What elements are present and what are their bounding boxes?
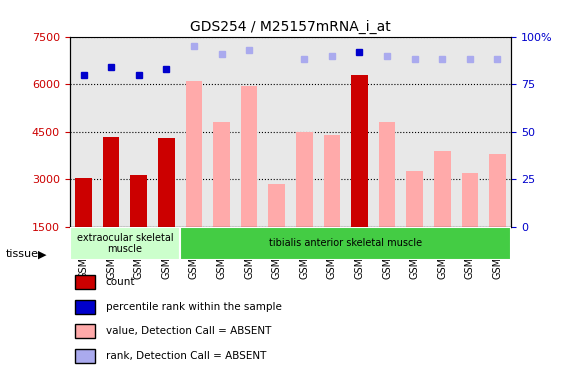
Bar (131, 175, 147, 227)
Bar (296, 132, 313, 227)
Bar (352, 75, 368, 227)
Bar (489, 154, 505, 227)
Bar (76, 178, 92, 227)
Bar (462, 173, 478, 227)
Text: rank, Detection Call = ABSENT: rank, Detection Call = ABSENT (106, 351, 266, 361)
FancyBboxPatch shape (70, 227, 180, 260)
Title: GDS254 / M25157mRNA_i_at: GDS254 / M25157mRNA_i_at (190, 20, 391, 34)
Bar (241, 86, 257, 227)
FancyBboxPatch shape (75, 300, 95, 314)
Text: ▶: ▶ (38, 249, 46, 259)
Text: tibialis anterior skeletal muscle: tibialis anterior skeletal muscle (269, 238, 422, 249)
FancyBboxPatch shape (180, 227, 511, 260)
Bar (379, 122, 395, 227)
FancyBboxPatch shape (75, 349, 95, 363)
FancyBboxPatch shape (75, 325, 95, 338)
Bar (324, 135, 340, 227)
Bar (213, 122, 230, 227)
Bar (103, 137, 120, 227)
Text: tissue: tissue (6, 249, 39, 259)
Bar (186, 81, 202, 227)
Bar (434, 151, 451, 227)
Bar (268, 184, 285, 227)
Text: value, Detection Call = ABSENT: value, Detection Call = ABSENT (106, 326, 271, 336)
Bar (407, 171, 423, 227)
Text: count: count (106, 277, 135, 287)
Bar (158, 138, 175, 227)
Text: percentile rank within the sample: percentile rank within the sample (106, 302, 281, 312)
FancyBboxPatch shape (75, 275, 95, 289)
Text: extraocular skeletal
muscle: extraocular skeletal muscle (77, 232, 173, 254)
